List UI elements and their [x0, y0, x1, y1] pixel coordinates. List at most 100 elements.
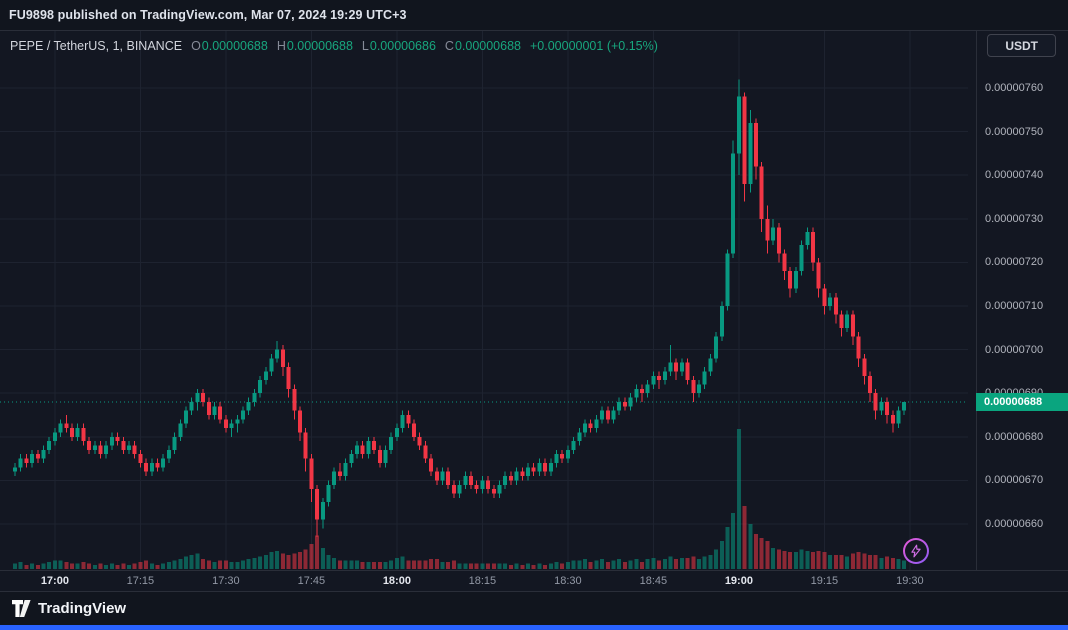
candle — [406, 410, 411, 429]
candle — [286, 362, 291, 398]
volume-bar — [417, 560, 422, 569]
candle — [326, 480, 331, 507]
candle — [702, 367, 707, 389]
candle — [121, 436, 126, 455]
volume-bar — [554, 562, 559, 569]
volume-bar — [184, 556, 188, 569]
candle — [850, 310, 855, 346]
candle — [640, 384, 644, 402]
volume-bar — [326, 555, 331, 569]
volume-bar — [246, 559, 251, 569]
volume-bar — [292, 553, 297, 569]
candle — [241, 406, 245, 424]
volume-bar — [223, 560, 228, 569]
candle — [98, 441, 103, 459]
candle — [896, 406, 901, 429]
volume-bar — [394, 557, 399, 569]
flash-button[interactable] — [903, 538, 929, 564]
attribution-bar: FU9898 published on TradingView.com, Mar… — [0, 0, 1068, 30]
volume-bar — [714, 549, 719, 569]
volume-bar — [560, 563, 565, 569]
price-axis[interactable]: 0.00000760 0.00000750 0.00000740 0.00000730… — [976, 31, 1068, 571]
candle — [668, 345, 673, 376]
volume-bar — [30, 563, 35, 569]
candle — [845, 310, 850, 333]
volume-bar — [189, 555, 194, 569]
volume-bar — [588, 562, 593, 569]
volume-bar — [902, 560, 907, 569]
volume-bar — [622, 562, 627, 569]
ohlc-high-value: 0.00000688 — [286, 39, 353, 53]
candle — [30, 449, 35, 468]
volume-bar — [645, 559, 650, 569]
currency-button[interactable]: USDT — [987, 34, 1056, 57]
volume-bar — [691, 556, 696, 569]
volume-bar — [377, 562, 382, 569]
candle — [611, 406, 616, 424]
candle — [748, 109, 753, 193]
tradingview-logo[interactable]: TradingView — [12, 600, 126, 617]
volume-bar — [828, 555, 833, 569]
candle — [144, 458, 149, 477]
candle — [155, 458, 160, 472]
volume-bar — [736, 429, 741, 569]
candle — [634, 384, 639, 402]
candle — [58, 419, 63, 437]
volume-bar — [275, 550, 280, 569]
candle — [873, 388, 878, 420]
candle — [469, 471, 473, 490]
candle — [754, 118, 758, 180]
candle — [679, 358, 684, 376]
candle — [13, 462, 17, 477]
candle — [725, 249, 730, 311]
candle — [497, 480, 502, 498]
candle — [394, 423, 399, 442]
candle — [132, 441, 137, 459]
candle — [480, 476, 485, 494]
candle — [166, 445, 171, 463]
price-axis-label: 0.00000740 — [985, 169, 1044, 182]
candle — [292, 384, 297, 420]
symbol-title[interactable]: PEPE / TetherUS, 1, BINANCE — [10, 39, 183, 53]
chart-canvas[interactable] — [0, 31, 968, 571]
volume-bar — [850, 553, 855, 569]
ohlc-open-label: O — [191, 39, 201, 53]
candle — [434, 467, 439, 485]
volume-bar — [879, 557, 884, 569]
candle — [811, 227, 815, 272]
volume-bar — [759, 538, 764, 569]
current-price-label: 0.00000688 — [976, 392, 1068, 411]
price-axis-label: 0.00000700 — [985, 343, 1044, 356]
volume-bar — [674, 559, 679, 569]
volume-bar — [890, 557, 895, 569]
ohlc-low-value: 0.00000686 — [369, 39, 436, 53]
volume-bars — [13, 429, 907, 569]
volume-bar — [811, 552, 815, 569]
candle — [223, 415, 228, 433]
candle — [429, 454, 434, 477]
volume-bar — [149, 563, 154, 569]
candle — [560, 449, 565, 463]
tradingview-wordmark: TradingView — [38, 600, 127, 617]
volume-bar — [92, 564, 97, 569]
candle — [862, 353, 867, 385]
candle — [594, 415, 599, 433]
volume-bar — [537, 563, 542, 569]
volume-bar — [13, 563, 17, 569]
time-axis-label: 18:30 — [554, 575, 582, 587]
candle — [70, 423, 74, 442]
time-axis[interactable]: 17:00 17:15 17:30 17:45 18:00 18:15 18:30 18:45… — [0, 570, 1068, 591]
price-axis-label: 0.00000750 — [985, 125, 1044, 138]
candle — [377, 445, 382, 468]
candle — [383, 445, 388, 468]
volume-bar — [531, 564, 536, 569]
volume-bar — [503, 563, 508, 569]
candle — [400, 410, 405, 433]
ohlc-close: C 0.00000688 — [445, 39, 521, 53]
candle — [885, 397, 890, 424]
volume-bar — [782, 550, 787, 569]
lightning-icon — [911, 544, 921, 558]
candle — [474, 480, 479, 494]
volume-bar — [816, 550, 821, 569]
candle — [212, 401, 217, 420]
